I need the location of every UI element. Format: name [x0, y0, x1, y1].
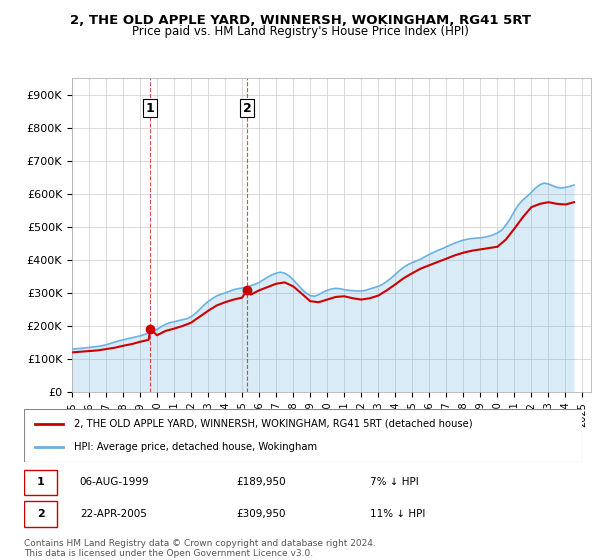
Text: 06-AUG-1999: 06-AUG-1999	[80, 477, 149, 487]
Text: 1: 1	[146, 101, 155, 115]
Text: 11% ↓ HPI: 11% ↓ HPI	[370, 509, 425, 519]
Text: £189,950: £189,950	[236, 477, 286, 487]
FancyBboxPatch shape	[24, 409, 582, 462]
Text: 2, THE OLD APPLE YARD, WINNERSH, WOKINGHAM, RG41 5RT (detached house): 2, THE OLD APPLE YARD, WINNERSH, WOKINGH…	[74, 419, 473, 429]
Text: Price paid vs. HM Land Registry's House Price Index (HPI): Price paid vs. HM Land Registry's House …	[131, 25, 469, 38]
Text: 22-APR-2005: 22-APR-2005	[80, 509, 146, 519]
Text: 2: 2	[37, 509, 44, 519]
Text: 2: 2	[243, 101, 251, 115]
Text: 1: 1	[37, 477, 44, 487]
Text: HPI: Average price, detached house, Wokingham: HPI: Average price, detached house, Woki…	[74, 442, 317, 452]
Text: £309,950: £309,950	[236, 509, 286, 519]
Text: 2, THE OLD APPLE YARD, WINNERSH, WOKINGHAM, RG41 5RT: 2, THE OLD APPLE YARD, WINNERSH, WOKINGH…	[70, 14, 530, 27]
Text: Contains HM Land Registry data © Crown copyright and database right 2024.
This d: Contains HM Land Registry data © Crown c…	[24, 539, 376, 558]
FancyBboxPatch shape	[24, 501, 58, 526]
FancyBboxPatch shape	[24, 469, 58, 495]
Text: 7% ↓ HPI: 7% ↓ HPI	[370, 477, 419, 487]
